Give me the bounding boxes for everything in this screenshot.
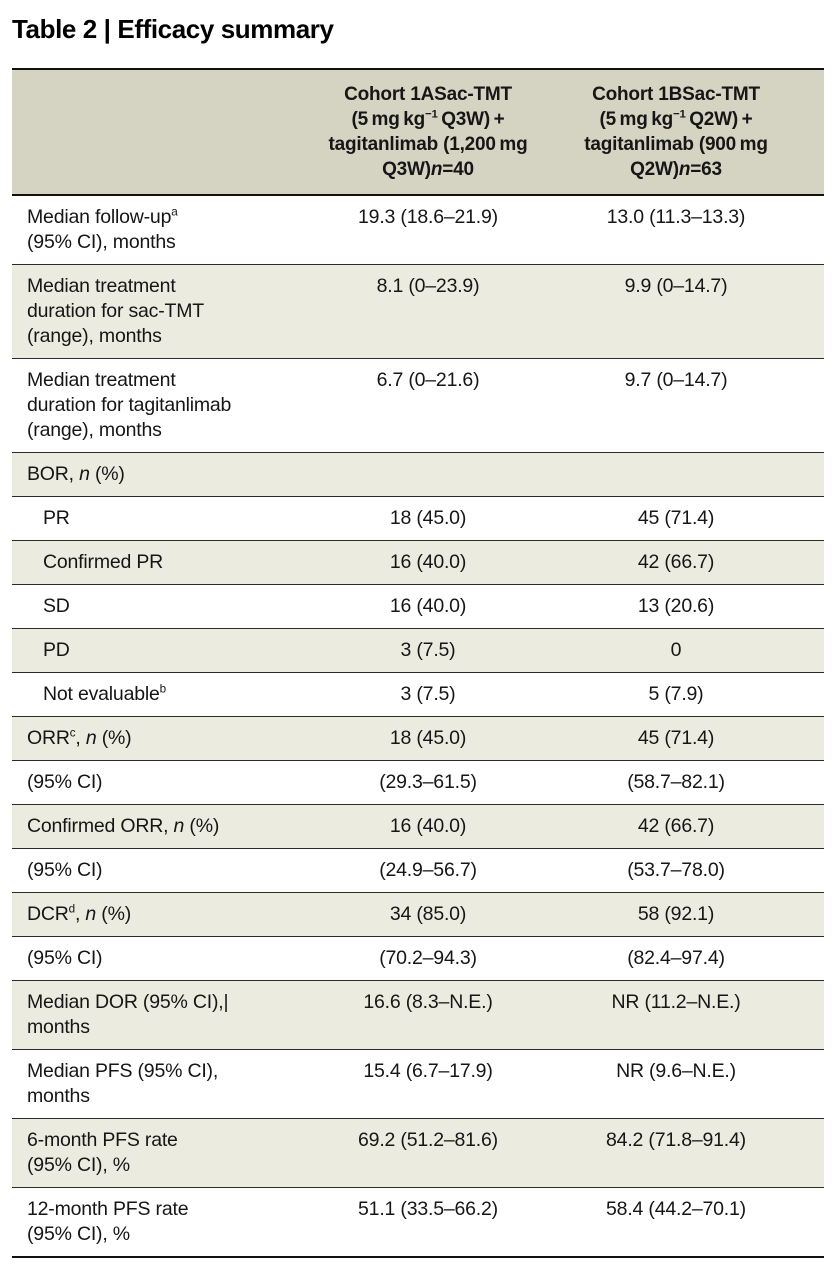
cell-value-cohort-1a: 69.2 (51.2–81.6) bbox=[358, 1129, 498, 1151]
row-median-pfs: Median PFS (95% CI), months 15.4 (6.7–17.9… bbox=[12, 1049, 824, 1118]
row-confirmed-orr-ci: (95% CI) (24.9–56.7) (53.7–78.0) bbox=[12, 848, 824, 892]
cell-value-cohort-1a: 51.1 (33.5–66.2) bbox=[358, 1198, 498, 1220]
cell-value-cohort-1a: (24.9–56.7) bbox=[379, 859, 477, 881]
row-pr: PR 18 (45.0) 45 (71.4) bbox=[12, 496, 824, 540]
cell-value-cohort-1b: 84.2 (71.8–91.4) bbox=[606, 1129, 746, 1151]
cell-value-cohort-1b: 9.7 (0–14.7) bbox=[624, 369, 728, 391]
row-label: Median follow-upa (95% CI), months bbox=[27, 205, 178, 253]
row-pd: PD 3 (7.5) 0 bbox=[12, 628, 824, 672]
row-median-follow-up: Median follow-upa (95% CI), months 19.3 (1… bbox=[12, 196, 824, 264]
cell-value-cohort-1b: (53.7–78.0) bbox=[627, 859, 725, 881]
row-pfs-rate-12-month: 12-month PFS rate (95% CI), % 51.1 (33.5–6… bbox=[12, 1187, 824, 1256]
row-label: Median DOR (95% CI),| months bbox=[27, 991, 229, 1038]
row-pfs-rate-6-month: 6-month PFS rate (95% CI), % 69.2 (51.2–81… bbox=[12, 1118, 824, 1187]
cell-value-cohort-1a: 3 (7.5) bbox=[400, 683, 456, 705]
row-sd: SD 16 (40.0) 13 (20.6) bbox=[12, 584, 824, 628]
row-label: (95% CI) bbox=[27, 771, 103, 793]
table-header-row: Cohort 1ASac-TMT (5 mg kg−1 Q3W) + tagitan… bbox=[12, 70, 824, 196]
row-orr: ORRc, n (%) 18 (45.0) 45 (71.4) bbox=[12, 716, 824, 760]
cell-value-cohort-1a: 16 (40.0) bbox=[389, 551, 467, 573]
cell-value-cohort-1a: 3 (7.5) bbox=[400, 639, 456, 661]
cell-value-cohort-1b: NR (9.6–N.E.) bbox=[616, 1060, 736, 1082]
row-label: 6-month PFS rate (95% CI), % bbox=[27, 1129, 178, 1176]
header-cell-cohort-1b: Cohort 1BSac-TMT (5 mg kg−1 Q2W) + tagitan… bbox=[584, 84, 768, 180]
cell-value-cohort-1b: 0 bbox=[670, 639, 682, 661]
cell-value-cohort-1b: 5 (7.9) bbox=[648, 683, 704, 705]
row-label: Median treatment duration for sac-TMT (ran… bbox=[27, 275, 204, 347]
row-label: Confirmed ORR, n (%) bbox=[27, 815, 220, 837]
cell-value-cohort-1b: (82.4–97.4) bbox=[627, 947, 725, 969]
cell-value-cohort-1b: 58.4 (44.2–70.1) bbox=[606, 1198, 746, 1220]
row-label: PR bbox=[43, 507, 70, 529]
cell-value-cohort-1a: 15.4 (6.7–17.9) bbox=[363, 1060, 493, 1082]
row-label: Confirmed PR bbox=[43, 551, 164, 573]
row-confirmed-orr: Confirmed ORR, n (%) 16 (40.0) 42 (66.7) bbox=[12, 804, 824, 848]
row-median-dor: Median DOR (95% CI),| months 16.6 (8.3–N.E… bbox=[12, 980, 824, 1049]
cell-value-cohort-1a: 16 (40.0) bbox=[389, 815, 467, 837]
cell-value-cohort-1a: 6.7 (0–21.6) bbox=[376, 369, 480, 391]
row-label: ORRc, n (%) bbox=[27, 726, 132, 749]
cell-value-cohort-1a: 16 (40.0) bbox=[389, 595, 467, 617]
row-label: Not evaluableb bbox=[43, 682, 166, 705]
cell-value-cohort-1a: 18 (45.0) bbox=[389, 507, 467, 529]
cell-value-cohort-1a: 8.1 (0–23.9) bbox=[376, 275, 480, 297]
cell-value-cohort-1a: (70.2–94.3) bbox=[379, 947, 477, 969]
row-median-treatment-duration-sac-tmt: Median treatment duration for sac-TMT (ran… bbox=[12, 264, 824, 358]
efficacy-table: Cohort 1ASac-TMT (5 mg kg−1 Q3W) + tagitan… bbox=[12, 68, 824, 1258]
row-not-evaluable: Not evaluableb 3 (7.5) 5 (7.9) bbox=[12, 672, 824, 716]
cell-value-cohort-1b: 9.9 (0–14.7) bbox=[624, 275, 728, 297]
header-cell-empty bbox=[12, 82, 312, 182]
cell-value-cohort-1b: 42 (66.7) bbox=[637, 815, 715, 837]
row-confirmed-pr: Confirmed PR 16 (40.0) 42 (66.7) bbox=[12, 540, 824, 584]
cell-value-cohort-1b: 45 (71.4) bbox=[637, 507, 715, 529]
row-median-treatment-duration-tagitanlimab: Median treatment duration for tagitanlima… bbox=[12, 358, 824, 452]
row-label: 12-month PFS rate (95% CI), % bbox=[27, 1198, 189, 1245]
row-dcr-ci: (95% CI) (70.2–94.3) (82.4–97.4) bbox=[12, 936, 824, 980]
row-label: BOR, n (%) bbox=[27, 463, 125, 485]
row-bor: BOR, n (%) bbox=[12, 452, 824, 496]
row-label: SD bbox=[43, 595, 70, 617]
cell-value-cohort-1b: 42 (66.7) bbox=[637, 551, 715, 573]
cell-value-cohort-1a: 34 (85.0) bbox=[389, 903, 467, 925]
cell-value-cohort-1a: (29.3–61.5) bbox=[379, 771, 477, 793]
table-title: Table 2 | Efficacy summary bbox=[12, 14, 334, 44]
row-dcr: DCRd, n (%) 34 (85.0) 58 (92.1) bbox=[12, 892, 824, 936]
table-body: Median follow-upa (95% CI), months 19.3 (1… bbox=[12, 196, 824, 1256]
cell-value-cohort-1b: 13.0 (11.3–13.3) bbox=[606, 206, 746, 228]
row-label: (95% CI) bbox=[27, 859, 103, 881]
cell-value-cohort-1b: 13 (20.6) bbox=[637, 595, 715, 617]
row-label: Median treatment duration for tagitanlima… bbox=[27, 369, 232, 441]
cell-value-cohort-1a: 16.6 (8.3–N.E.) bbox=[363, 991, 493, 1013]
cell-value-cohort-1b: 58 (92.1) bbox=[637, 903, 715, 925]
cell-value-cohort-1b: NR (11.2–N.E.) bbox=[611, 991, 741, 1013]
header-cell-cohort-1a: Cohort 1ASac-TMT (5 mg kg−1 Q3W) + tagitan… bbox=[328, 84, 528, 180]
row-orr-ci: (95% CI) (29.3–61.5) (58.7–82.1) bbox=[12, 760, 824, 804]
cell-value-cohort-1a: 19.3 (18.6–21.9) bbox=[358, 206, 498, 228]
row-label: (95% CI) bbox=[27, 947, 103, 969]
row-label: Median PFS (95% CI), months bbox=[27, 1060, 219, 1107]
row-label: DCRd, n (%) bbox=[27, 902, 132, 925]
row-label: PD bbox=[43, 639, 70, 661]
cell-value-cohort-1a: 18 (45.0) bbox=[389, 727, 467, 749]
cell-value-cohort-1b: 45 (71.4) bbox=[637, 727, 715, 749]
cell-value-cohort-1b: (58.7–82.1) bbox=[627, 771, 725, 793]
